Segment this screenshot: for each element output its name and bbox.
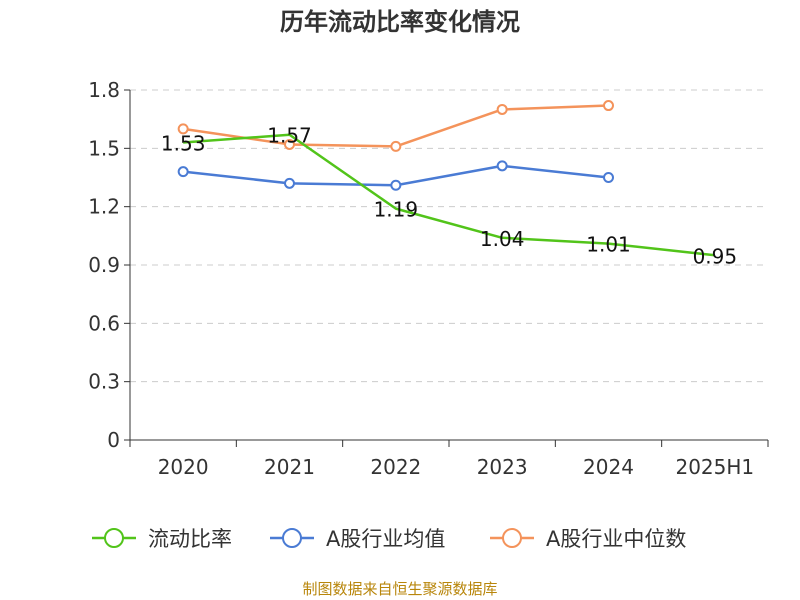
data-label: 1.04 — [480, 227, 525, 251]
data-point — [177, 123, 189, 135]
axes: 0 0.3 0.6 0.9 1.2 1.5 1.8 2020 2021 2022 2023 2024 2… — [88, 78, 769, 479]
x-tick-label: 2025H1 — [675, 455, 754, 479]
legend-label: A股行业中位数 — [546, 527, 686, 551]
data-point — [603, 100, 614, 112]
x-tick-label: 2024 — [583, 455, 634, 479]
data-label: 1.19 — [374, 198, 419, 222]
data-label: 1.57 — [267, 124, 312, 148]
series-line — [182, 104, 609, 148]
data-point — [390, 179, 402, 191]
data-point — [390, 140, 402, 152]
legend-label: A股行业均值 — [326, 527, 445, 551]
chart-title: 历年流动比率变化情况 — [280, 8, 520, 36]
data-label: 1.53 — [161, 132, 206, 156]
y-tick-label: 1.5 — [88, 136, 120, 160]
data-label: 1.01 — [586, 233, 631, 257]
data-point — [603, 172, 614, 183]
series-line — [183, 133, 715, 257]
data-point — [496, 103, 508, 115]
y-tick-label: 0.9 — [88, 253, 120, 277]
legend-marker — [502, 528, 522, 548]
data-labels: 1.53 1.57 1.19 1.04 1.01 0.95 — [161, 124, 737, 269]
legend-marker — [104, 528, 124, 548]
legend-marker — [282, 528, 302, 548]
data-point — [284, 138, 295, 150]
data-label: 0.95 — [693, 244, 738, 268]
data-point — [284, 177, 295, 189]
x-tick-label: 2022 — [370, 455, 421, 479]
legend: 流动比率 A股行业均值 A股行业中位数 — [92, 527, 686, 551]
y-tick-label: 0.3 — [88, 370, 120, 394]
y-tick-label: 1.2 — [88, 195, 120, 219]
y-tick-label: 1.8 — [88, 78, 120, 102]
x-tick-label: 2023 — [477, 455, 528, 479]
x-tick-label: 2020 — [158, 455, 209, 479]
y-tick-label: 0.6 — [88, 311, 120, 335]
data-point — [496, 160, 508, 172]
source-note: 制图数据来自恒生聚源数据库 — [302, 580, 497, 598]
series — [177, 100, 715, 257]
data-point — [177, 166, 189, 178]
x-tick-label: 2021 — [264, 455, 315, 479]
y-tick-label: 0 — [107, 428, 120, 452]
grid — [130, 89, 768, 383]
legend-label: 流动比率 — [148, 527, 232, 551]
